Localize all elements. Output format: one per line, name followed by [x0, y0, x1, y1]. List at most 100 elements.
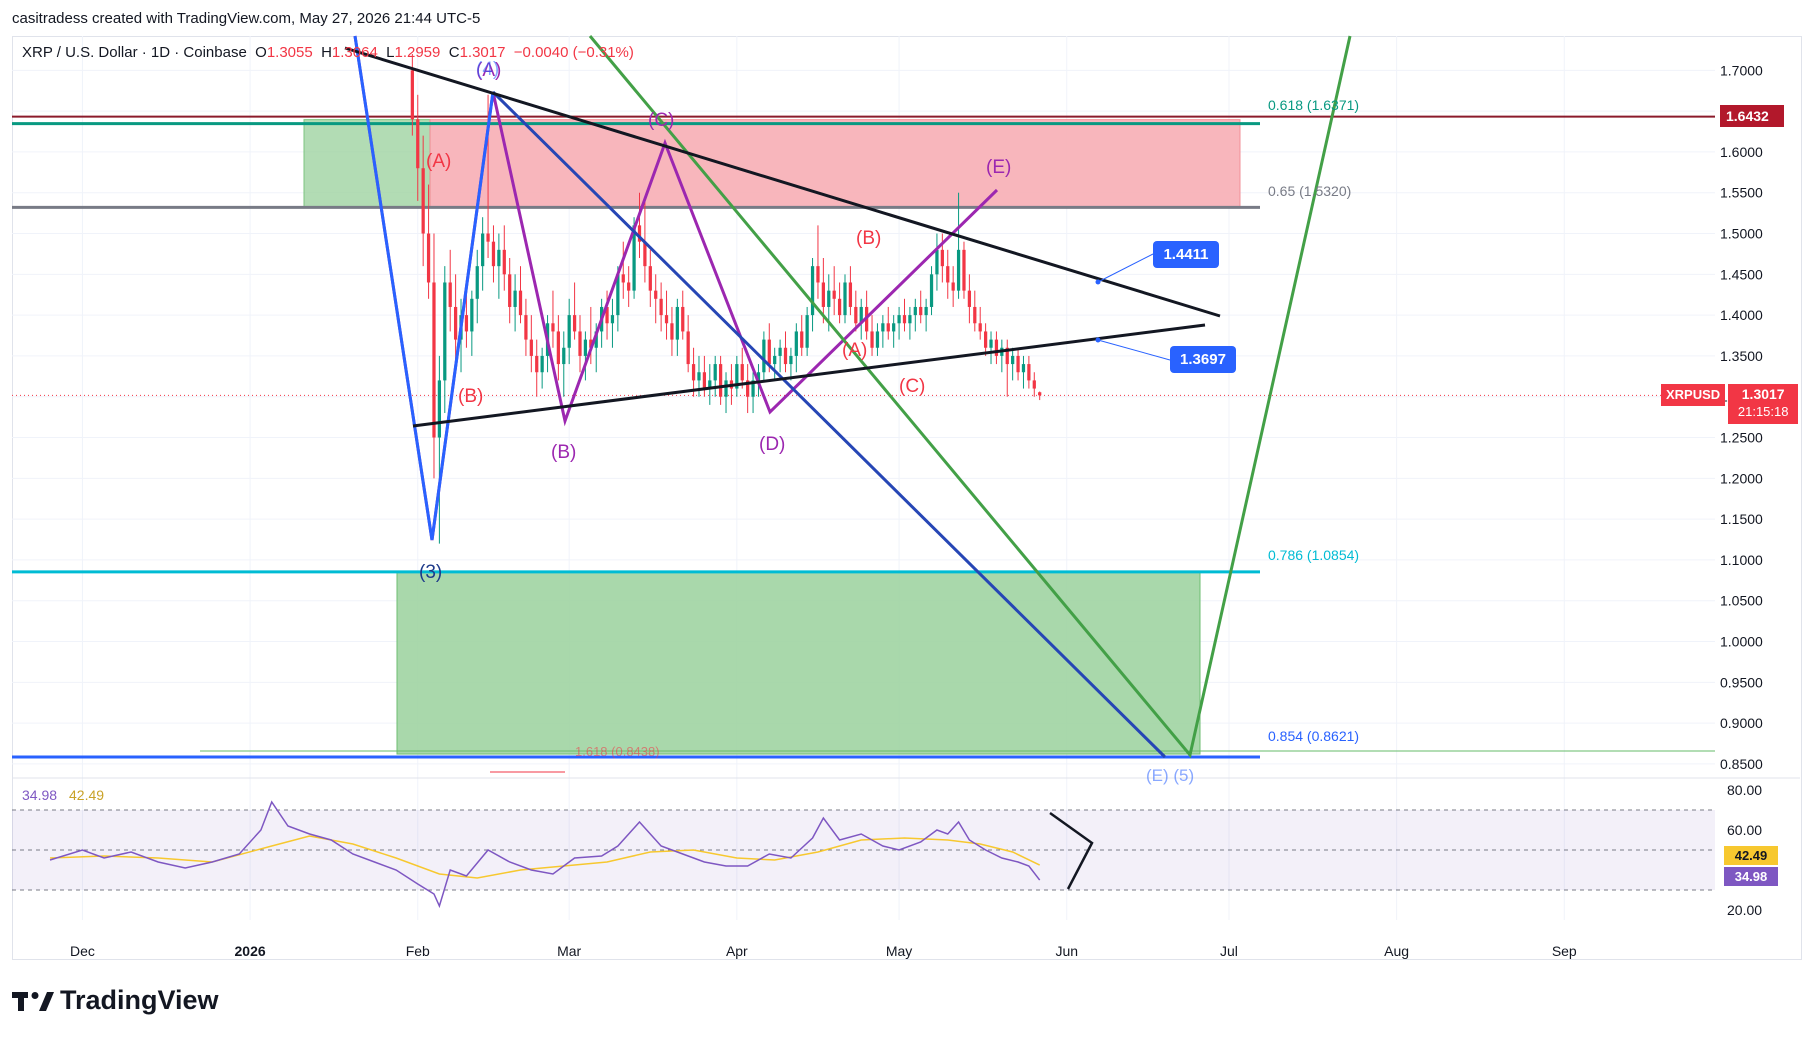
candle-body [610, 315, 615, 324]
candle-body [810, 266, 815, 316]
rsi-ma-line [49, 835, 1041, 879]
candle-body [886, 323, 890, 332]
candle-body [983, 331, 988, 348]
candle-body [989, 339, 993, 348]
target-zone-upper-left [303, 119, 431, 208]
price-tick-label: 1.5500 [1720, 185, 1763, 201]
candle-body [994, 339, 999, 356]
time-tick-label: Aug [1384, 943, 1409, 959]
price-tick-label: 1.1000 [1720, 552, 1763, 568]
rsi-value-label: 34.98 [22, 787, 57, 803]
candle-body [783, 347, 788, 365]
candle-body [718, 364, 723, 397]
candle-body [1032, 380, 1036, 389]
wave-label-purple-c: (C) [648, 110, 674, 131]
upper-trendline-callout[interactable]: 1.4411 [1153, 241, 1219, 268]
candle-body [778, 347, 782, 356]
candle-body [854, 306, 858, 324]
wave-label-purple-a: (A) [476, 60, 501, 81]
open-label: O [255, 44, 267, 61]
wave-label-bottom: (E) (5) [1146, 766, 1194, 785]
candle-body [594, 331, 598, 348]
candle-body [421, 168, 425, 234]
candle-body [654, 290, 658, 299]
fib-label-786: 0.786 (1.0854) [1268, 547, 1359, 563]
candle-body [556, 331, 560, 365]
candle-body [664, 315, 669, 324]
last-price-tag: XRPUSD 1.3017 21:15:18 [1661, 384, 1799, 424]
candle-body [486, 233, 490, 242]
candle-body [724, 380, 728, 397]
candle-body [773, 355, 777, 365]
candle-body [913, 306, 917, 316]
candle-body [881, 323, 885, 332]
lower-trendline-callout[interactable]: 1.3697 [1170, 346, 1236, 373]
time-tick-label: May [886, 943, 912, 959]
candle-body [1021, 364, 1026, 373]
candle-body [951, 282, 955, 291]
symbol-title[interactable]: XRP / U.S. Dollar · 1D · Coinbase [22, 44, 247, 61]
candle-body [1005, 347, 1009, 365]
fib-label-ext: 1.618 (0.8438) [575, 744, 660, 759]
time-tick-label: Mar [557, 943, 581, 959]
candle-body [627, 282, 631, 291]
rsi-ma-value-label: 42.49 [69, 787, 104, 803]
candle-body [410, 70, 414, 120]
price-tick-label: 1.2000 [1720, 470, 1763, 486]
candle-body [751, 380, 755, 397]
wave-label-purple-e: (E) [986, 157, 1011, 178]
candle-body [740, 364, 744, 381]
ohlc-legend: XRP / U.S. Dollar · 1D · Coinbase O1.305… [22, 44, 634, 61]
wave-label-purple-d: (D) [759, 434, 785, 455]
time-tick-label: Sep [1552, 943, 1577, 959]
low-value: 1.2959 [394, 44, 441, 61]
candle-countdown: 21:15:18 [1737, 404, 1789, 419]
candle-body [616, 274, 620, 316]
time-tick-label: Apr [726, 943, 748, 959]
price-tick-label: 1.0500 [1720, 593, 1763, 609]
candle-body [481, 233, 485, 267]
wave-label-red-a2: (A) [842, 340, 867, 361]
candle-body [513, 290, 517, 307]
green-projection-path [588, 35, 1352, 759]
chart-author-line: casitradess created with TradingView.com… [12, 10, 481, 27]
candle-body [475, 266, 479, 299]
price-tick-label: 0.9000 [1720, 715, 1763, 731]
candle-body [875, 331, 880, 348]
candle-body [562, 347, 566, 365]
triangle-upper-line [344, 46, 1221, 318]
candle-body [1038, 392, 1042, 396]
candle-body [670, 323, 674, 340]
candle-body [681, 306, 685, 332]
candle-body [978, 323, 982, 332]
candle-body [453, 306, 458, 340]
candle-body [637, 225, 642, 242]
high-label: H [321, 44, 332, 61]
price-tick-label: 1.1500 [1720, 511, 1763, 527]
candle-body [686, 331, 690, 365]
candle-body [524, 315, 528, 340]
candle-body [632, 225, 636, 291]
price-tick-label: 0.8500 [1720, 756, 1763, 772]
tradingview-logo[interactable]: TradingView [12, 985, 219, 1016]
fib-label-854: 0.854 (0.8621) [1268, 728, 1359, 744]
candle-body [432, 282, 436, 438]
fib-levels [12, 115, 1715, 773]
candle-body [789, 355, 793, 365]
candle-body [416, 119, 420, 169]
candle-body [702, 372, 707, 389]
price-tick-label: 1.6000 [1720, 144, 1763, 160]
change-value: −0.0040 (−0.31%) [513, 44, 634, 61]
time-tick-label: Dec [70, 943, 95, 959]
price-tick-label: 1.3500 [1720, 348, 1763, 364]
candle-body [648, 266, 652, 291]
rsi-tick-label: 20.00 [1727, 902, 1762, 918]
candle-body [518, 290, 523, 316]
last-price-box: 1.3017 21:15:18 [1728, 384, 1799, 424]
candle-body [535, 355, 539, 373]
candle-body [540, 355, 544, 373]
candle-body [464, 315, 469, 332]
time-tick-label: Jun [1055, 943, 1078, 959]
candle-body [643, 241, 647, 267]
